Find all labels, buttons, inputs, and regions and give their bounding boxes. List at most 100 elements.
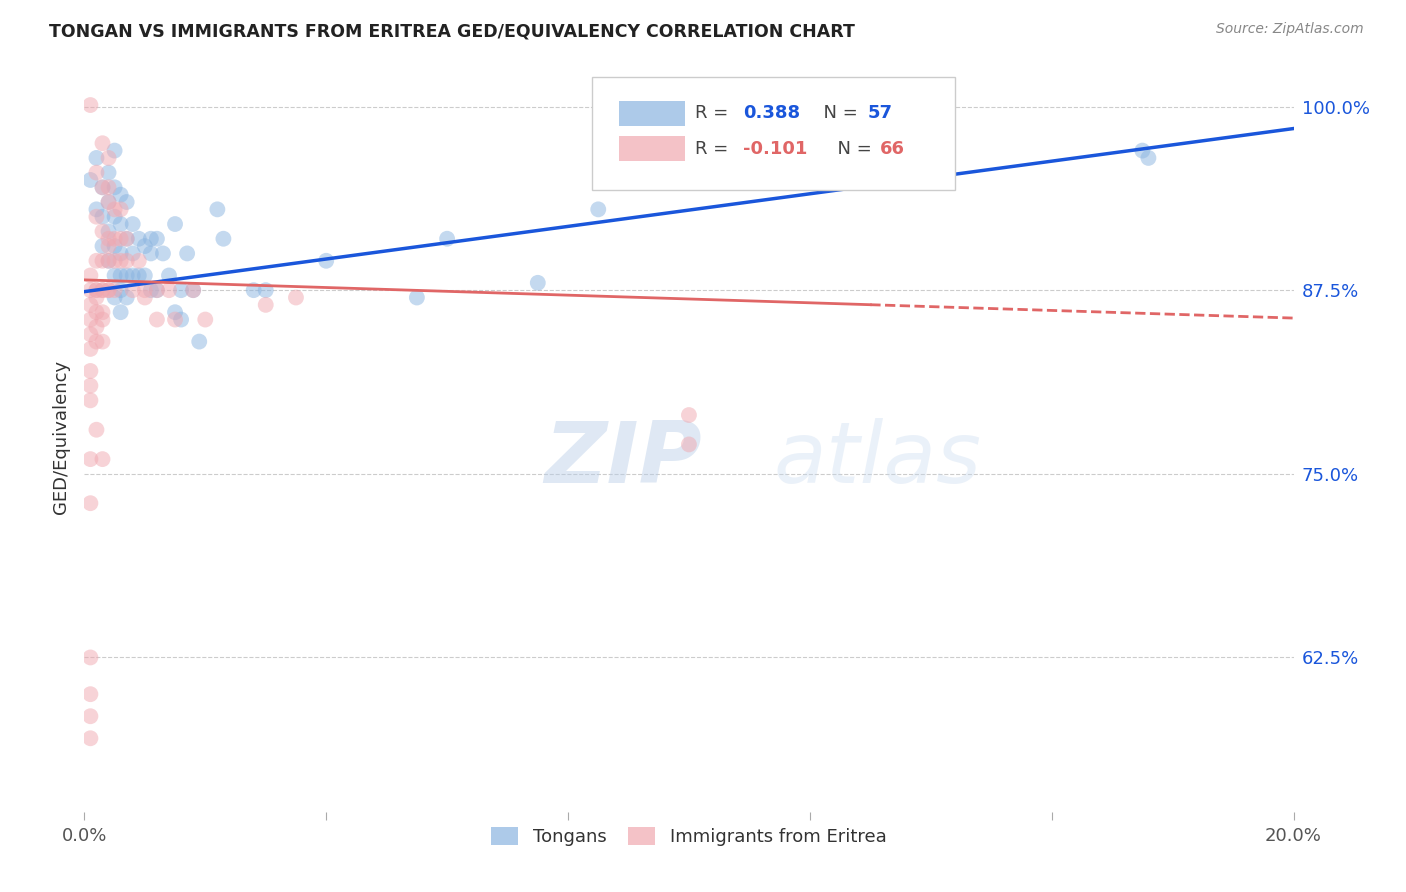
Point xyxy=(97,194,120,209)
Point xyxy=(86,423,108,437)
Point xyxy=(86,151,108,165)
Point xyxy=(97,283,120,297)
Point xyxy=(104,232,127,246)
Point xyxy=(212,232,235,246)
Y-axis label: GED/Equivalency: GED/Equivalency xyxy=(52,360,70,514)
Point xyxy=(91,305,114,319)
Point xyxy=(128,232,150,246)
Point xyxy=(97,232,120,246)
Point xyxy=(86,166,108,180)
Text: 66: 66 xyxy=(880,140,905,158)
Point xyxy=(79,364,101,378)
Point xyxy=(110,246,132,260)
Point xyxy=(121,268,143,283)
Point xyxy=(86,210,108,224)
Point xyxy=(110,217,132,231)
Point xyxy=(79,268,101,283)
Point xyxy=(79,283,101,297)
Point xyxy=(79,687,101,701)
Point xyxy=(115,232,138,246)
Point xyxy=(86,334,108,349)
Point xyxy=(79,312,101,326)
Point xyxy=(104,202,127,217)
Point xyxy=(91,239,114,253)
Point xyxy=(1137,151,1160,165)
Point xyxy=(91,224,114,238)
Point xyxy=(91,312,114,326)
Text: atlas: atlas xyxy=(773,418,981,501)
Point xyxy=(104,210,127,224)
FancyBboxPatch shape xyxy=(619,136,685,161)
Point xyxy=(97,239,120,253)
Point xyxy=(146,232,169,246)
Point xyxy=(588,202,610,217)
Text: 0.388: 0.388 xyxy=(744,104,800,122)
Point xyxy=(86,253,108,268)
Point xyxy=(104,253,127,268)
Point xyxy=(97,180,120,194)
Point xyxy=(115,268,138,283)
Point xyxy=(79,496,101,510)
Point xyxy=(110,283,132,297)
Point xyxy=(79,650,101,665)
Point xyxy=(115,194,138,209)
Point xyxy=(110,232,132,246)
Point xyxy=(527,276,550,290)
Legend: Tongans, Immigrants from Eritrea: Tongans, Immigrants from Eritrea xyxy=(482,818,896,855)
Point xyxy=(86,291,108,305)
Point xyxy=(181,283,204,297)
Point xyxy=(110,253,132,268)
Point xyxy=(146,283,169,297)
Point xyxy=(79,709,101,723)
FancyBboxPatch shape xyxy=(619,101,685,126)
Point xyxy=(678,408,700,422)
Point xyxy=(146,312,169,326)
Point xyxy=(139,246,162,260)
Text: 57: 57 xyxy=(868,104,893,122)
Point xyxy=(104,283,127,297)
Point xyxy=(97,283,120,297)
Point xyxy=(165,312,187,326)
Point xyxy=(165,305,187,319)
Point xyxy=(176,246,198,260)
Point xyxy=(678,437,700,451)
Point xyxy=(91,180,114,194)
FancyBboxPatch shape xyxy=(592,78,955,190)
Point xyxy=(91,210,114,224)
Point xyxy=(97,166,120,180)
Point xyxy=(97,253,120,268)
Point xyxy=(86,283,108,297)
Text: ZIP: ZIP xyxy=(544,418,702,501)
Point xyxy=(436,232,458,246)
Point xyxy=(91,253,114,268)
Point xyxy=(79,298,101,312)
Point xyxy=(157,283,180,297)
Point xyxy=(86,202,108,217)
Point xyxy=(79,98,101,112)
Point xyxy=(134,291,156,305)
Point xyxy=(91,283,114,297)
Point xyxy=(146,283,169,297)
Point xyxy=(79,452,101,467)
Point xyxy=(406,291,429,305)
Text: N =: N = xyxy=(825,140,877,158)
Point xyxy=(139,232,162,246)
Point xyxy=(104,180,127,194)
Point xyxy=(91,136,114,151)
Point xyxy=(79,327,101,342)
Point xyxy=(97,253,120,268)
Point xyxy=(91,283,114,297)
Point xyxy=(170,312,193,326)
Point xyxy=(104,291,127,305)
Point xyxy=(79,378,101,392)
Point xyxy=(254,298,277,312)
Point xyxy=(97,151,120,165)
Point xyxy=(134,283,156,297)
Point xyxy=(315,253,337,268)
Point xyxy=(110,268,132,283)
Point xyxy=(207,202,229,217)
Point xyxy=(128,268,150,283)
Point xyxy=(110,187,132,202)
Point xyxy=(104,268,127,283)
Point xyxy=(188,334,211,349)
